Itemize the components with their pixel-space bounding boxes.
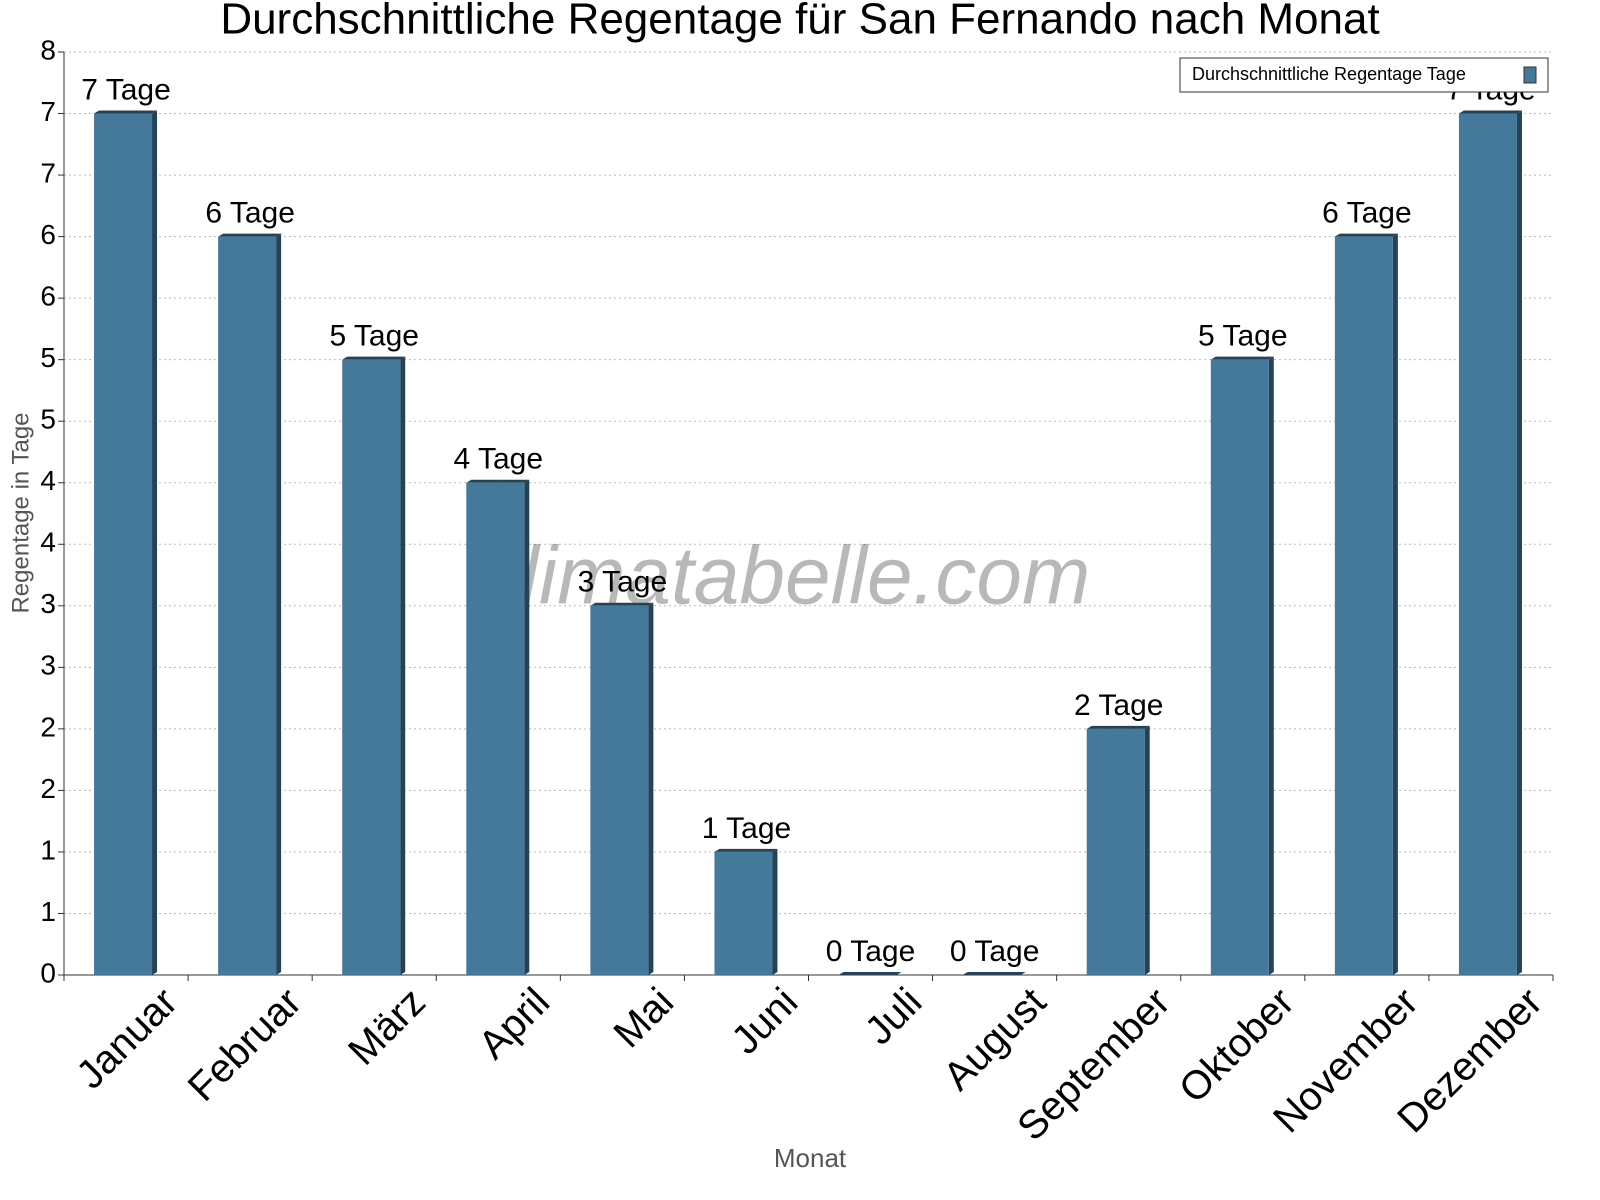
legend-box (1179, 57, 1549, 93)
bar (1086, 728, 1145, 975)
y-tick-label: 2 (40, 773, 56, 804)
bar (94, 113, 153, 976)
x-tick-label: Januar (68, 980, 186, 1098)
bar-side (772, 848, 778, 975)
bar-side (524, 479, 530, 975)
x-tick-label: Februar (180, 980, 310, 1110)
bar (218, 236, 277, 976)
x-tick-label: Mai (606, 980, 683, 1057)
value-label: 0 Tage (826, 935, 916, 968)
bar (714, 851, 773, 975)
value-label: 7 Tage (81, 73, 171, 106)
value-label: 4 Tage (454, 443, 544, 476)
y-tick-label: 4 (40, 527, 56, 558)
bar-side (1268, 356, 1274, 976)
bar-top (590, 602, 654, 606)
y-tick-label: 7 (40, 157, 56, 188)
y-tick-label: 3 (40, 588, 56, 619)
y-tick-label: 2 (40, 711, 56, 742)
value-label: 5 Tage (329, 320, 419, 353)
bar-top (838, 972, 902, 975)
legend-label: Durchschnittliche Regentage Tage (1192, 64, 1466, 84)
y-tick-label: 4 (40, 465, 56, 496)
x-axis-label: Monat (774, 1143, 847, 1173)
bar (1210, 359, 1269, 976)
y-tick-label: 6 (40, 219, 56, 250)
bar-top (466, 479, 530, 483)
value-label: 6 Tage (1322, 197, 1412, 230)
bar-top (714, 848, 778, 852)
bar (590, 605, 649, 975)
bar-side (276, 233, 282, 976)
y-tick-label: 1 (40, 896, 56, 927)
y-tick-label: 7 (40, 96, 56, 127)
value-label: 2 Tage (1074, 689, 1164, 722)
value-label: 5 Tage (1198, 320, 1288, 353)
y-tick-label: 6 (40, 281, 56, 312)
watermark: klimatabelle.com (480, 531, 1091, 622)
y-tick-label: 0 (40, 957, 56, 988)
bar (466, 482, 525, 975)
value-label: 0 Tage (950, 935, 1040, 968)
bar-side (1392, 233, 1398, 976)
bar-top (342, 356, 406, 360)
value-label: 6 Tage (205, 197, 295, 230)
y-tick-label: 1 (40, 834, 56, 865)
legend-swatch (1523, 66, 1537, 84)
value-label: 3 Tage (578, 566, 668, 599)
bar (1334, 236, 1393, 976)
bar-top (1334, 233, 1398, 237)
y-tick-label: 8 (40, 34, 56, 65)
bar-side (400, 356, 406, 976)
x-tick-label: März (340, 980, 434, 1074)
bar-top (1086, 725, 1150, 729)
y-tick-label: 5 (40, 342, 56, 373)
bar-top (1458, 110, 1522, 114)
bar-top (962, 972, 1026, 975)
x-tick-label: April (470, 980, 558, 1068)
y-tick-label: 5 (40, 404, 56, 435)
chart-title: Durchschnittliche Regentage für San Fern… (220, 0, 1379, 44)
x-tick-label: August (935, 980, 1054, 1099)
y-tick-label: 3 (40, 650, 56, 681)
bar-top (218, 233, 282, 237)
bar (1458, 113, 1517, 976)
x-tick-label: Juli (857, 980, 931, 1054)
value-label: 1 Tage (702, 812, 792, 845)
y-axis-label: Regentage in Tage (7, 412, 34, 613)
bar-side (152, 110, 158, 976)
bar-side (1144, 725, 1150, 975)
bar-side (648, 602, 654, 975)
bar-top (1210, 356, 1274, 360)
bar-top (94, 110, 158, 114)
x-tick-label: Juni (723, 980, 806, 1063)
bar-side (1516, 110, 1522, 976)
bar (342, 359, 401, 976)
